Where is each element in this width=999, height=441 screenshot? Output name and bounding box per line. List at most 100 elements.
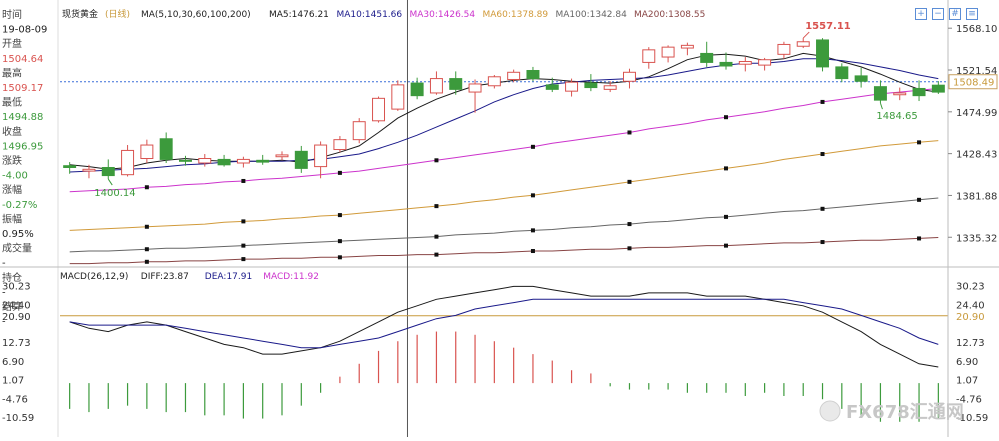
ma-marker: [434, 252, 439, 257]
ma-line-ma5: [69, 52, 939, 170]
candle-body: [835, 66, 849, 80]
ma-marker: [144, 224, 149, 229]
annotation-label: 1400.14: [94, 188, 135, 199]
info-text: 19-08-09: [2, 25, 47, 36]
ma-marker: [144, 259, 149, 264]
ma-line-ma10: [69, 58, 939, 173]
info-text: 最高: [2, 66, 22, 79]
ma-marker: [917, 197, 922, 202]
info-text: -: [2, 287, 6, 298]
candle-body: [893, 92, 907, 96]
header-text: 现货黄金: [62, 8, 98, 20]
macd-tick-label-left: 20.90: [2, 312, 31, 323]
annotation-arrow: [107, 178, 113, 186]
macd-tick-label-left: 6.90: [2, 357, 24, 368]
ma-marker: [144, 247, 149, 252]
macd-header-text: DIFF:23.87: [141, 272, 189, 282]
candle-body: [256, 159, 270, 163]
annotation-arrow: [879, 102, 883, 110]
ma-marker: [337, 239, 342, 244]
macd-tick-label-left: 24.40: [2, 300, 31, 311]
macd-tick-label-right: -10.59: [956, 413, 988, 424]
ma-marker: [917, 140, 922, 145]
info-text: 1494.88: [2, 112, 43, 123]
watermark: FX678汇通网: [819, 400, 964, 423]
candle-body: [372, 97, 386, 122]
candle-body: [236, 158, 250, 164]
ma-marker: [241, 219, 246, 224]
candle-body: [873, 86, 887, 101]
ma-marker: [820, 99, 825, 104]
header-text: MA100:1342.84: [556, 10, 628, 20]
candle-body: [680, 44, 694, 49]
candle-body: [352, 121, 366, 141]
macd-tick-label-right: 24.40: [956, 300, 985, 311]
macd-tick-label-right: -4.76: [956, 394, 982, 405]
watermark-text: FX678汇通网: [846, 402, 964, 423]
info-text: 开盘: [2, 37, 22, 50]
info-text: 时间: [2, 8, 22, 21]
price-tick-label: 1428.43: [956, 150, 997, 161]
candle-body: [468, 83, 482, 93]
candle-body: [603, 85, 617, 90]
grid-icon[interactable]: #: [949, 8, 961, 20]
ma-marker: [144, 185, 149, 190]
candle-body: [526, 69, 540, 80]
candle-body: [796, 41, 810, 47]
ma-marker: [241, 178, 246, 183]
header-text: MA10:1451.66: [337, 10, 403, 20]
info-text: 持仓: [2, 271, 22, 284]
header-text: MA60:1378.89: [483, 10, 549, 20]
header-text: MA5:1476.21: [269, 10, 329, 20]
ma-marker: [724, 166, 728, 171]
ma-marker: [241, 243, 246, 248]
candle-body: [700, 52, 714, 63]
candle-body: [82, 168, 96, 172]
candle-body: [391, 84, 405, 110]
price-tick-label: 1474.99: [956, 108, 997, 119]
candle-body: [931, 84, 945, 93]
candle-body: [121, 149, 135, 176]
candle-body: [507, 71, 521, 80]
macd-tick-label-left: 12.73: [2, 338, 31, 349]
expand-icon[interactable]: +: [915, 8, 927, 20]
macd-header-text: DEA:17.91: [205, 272, 252, 282]
candle-body: [275, 154, 289, 158]
price-tick-label: 1381.88: [956, 191, 997, 202]
candle-body: [63, 165, 77, 168]
ma-marker: [627, 246, 632, 251]
macd-pane: MACD(26,12,9) DIFF:23.87 DEA:17.91 MACD:11.…: [60, 272, 948, 422]
candle-body: [178, 159, 192, 162]
minimize-icon[interactable]: −: [932, 8, 944, 20]
macd-dea-line: [69, 298, 939, 349]
candle-body: [217, 158, 231, 166]
macd-tick-label-left: 30.23: [2, 282, 31, 293]
macd-tick-label-right: 30.23: [956, 282, 985, 293]
ma-marker: [530, 144, 535, 149]
candle-body: [294, 150, 308, 169]
macd-tick-label-right: 12.73: [956, 338, 985, 349]
candle-body: [912, 87, 926, 97]
macd-tick-label-left: -4.76: [2, 394, 28, 405]
candle-body: [758, 59, 772, 66]
annotation-arrow: [802, 31, 810, 39]
header-text: MA200:1308.55: [634, 10, 705, 20]
macd-tick-label-right: 1.07: [956, 376, 978, 387]
info-text: 振幅: [2, 212, 22, 225]
info-text: 0.95%: [2, 229, 34, 240]
ma-marker: [241, 257, 246, 262]
settings-icon[interactable]: ≡: [966, 8, 978, 20]
ma-line-ma60: [69, 140, 939, 231]
annotation-label: 1484.65: [876, 111, 917, 122]
ma-marker: [820, 240, 825, 245]
info-text: 结算: [2, 300, 22, 313]
ma-marker: [820, 206, 825, 211]
ma-marker: [530, 228, 535, 233]
candle-body: [545, 84, 559, 90]
current-price-box: [948, 74, 998, 90]
candle-body: [854, 75, 868, 82]
candle-body: [738, 61, 752, 65]
candle-body: [661, 46, 675, 58]
